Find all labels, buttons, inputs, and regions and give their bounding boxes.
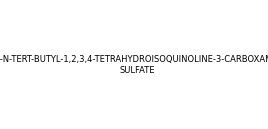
Text: (S)-N-TERT-BUTYL-1,2,3,4-TETRAHYDROISOQUINOLINE-3-CARBOXAMIDE SULFATE: (S)-N-TERT-BUTYL-1,2,3,4-TETRAHYDROISOQU…: [0, 55, 268, 75]
